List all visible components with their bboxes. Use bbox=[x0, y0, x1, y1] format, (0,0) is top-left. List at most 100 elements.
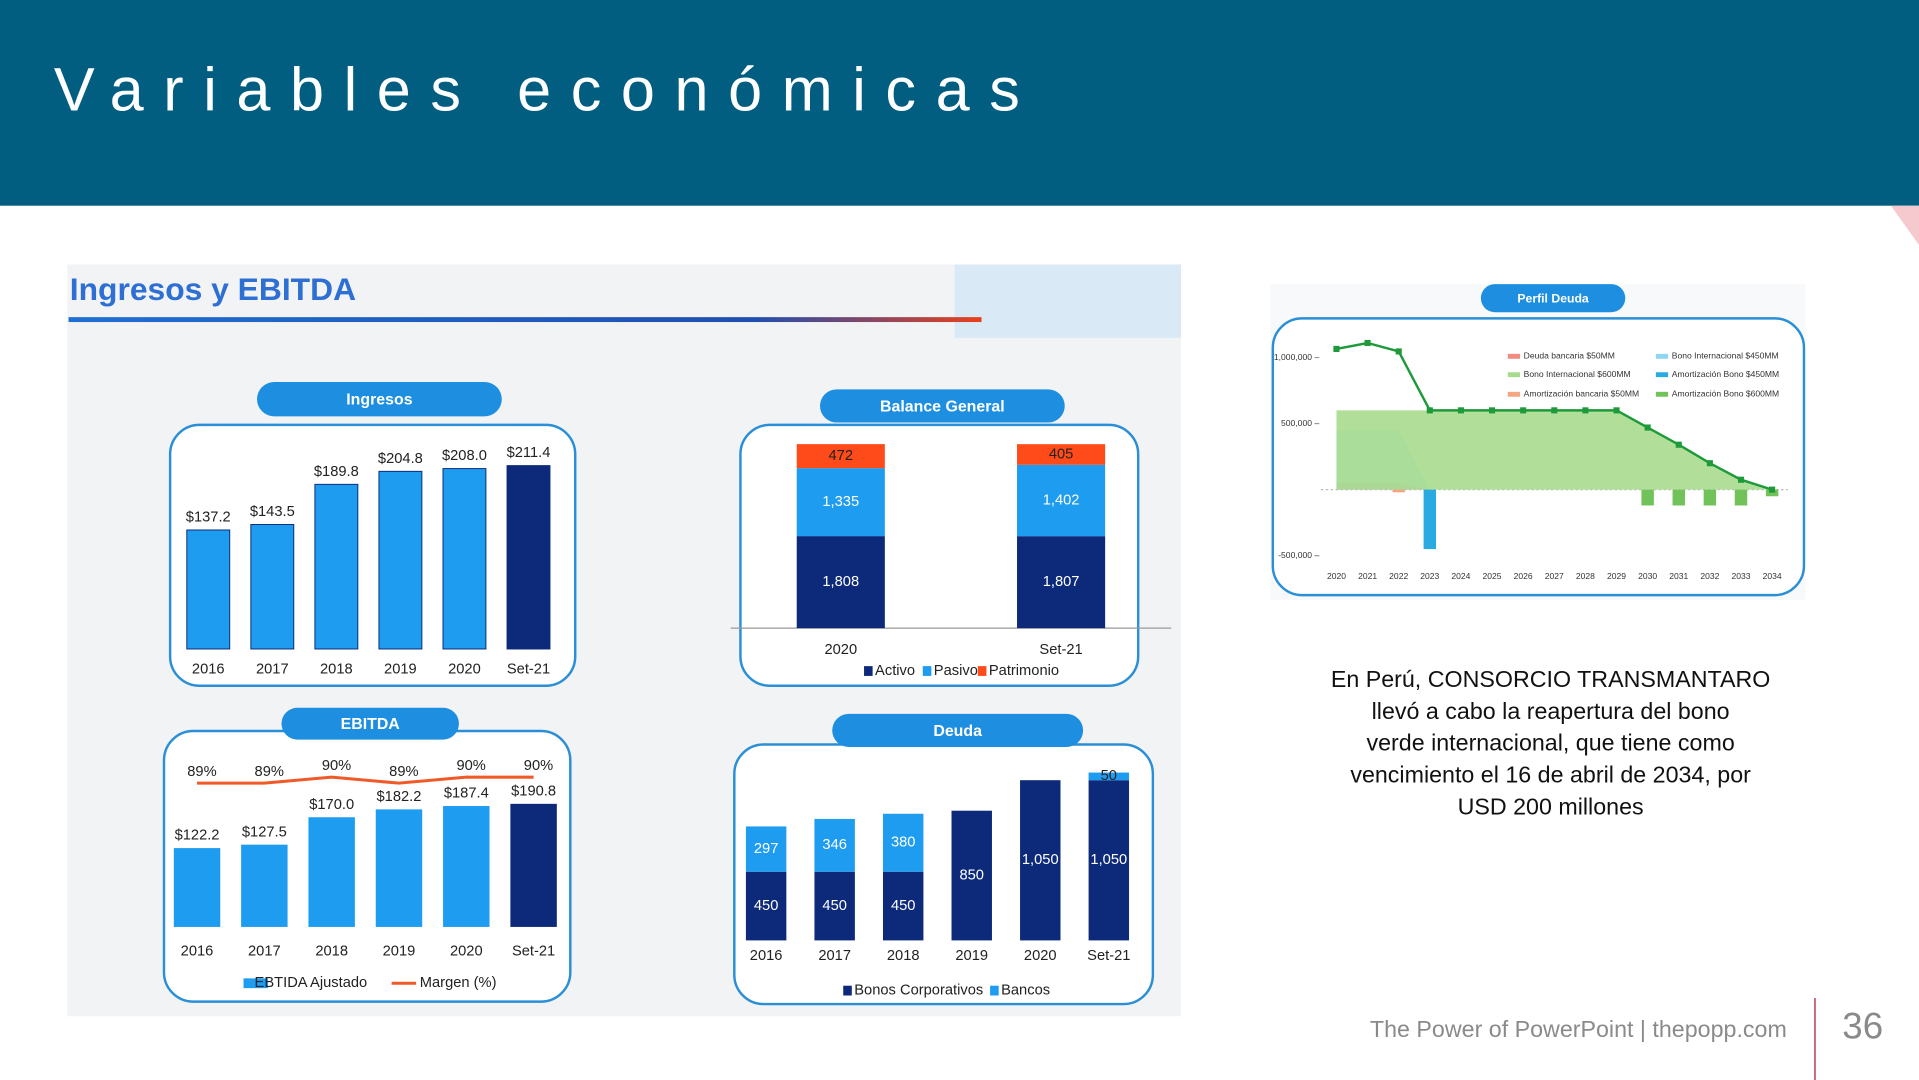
line-marker bbox=[1551, 407, 1558, 414]
legend-label: Bono Internacional $600MM bbox=[1524, 369, 1631, 379]
data-label: 90% bbox=[322, 758, 351, 774]
bar-segment bbox=[796, 536, 885, 629]
line-marker bbox=[1488, 407, 1496, 414]
data-label: 90% bbox=[524, 758, 553, 774]
bar bbox=[1765, 489, 1779, 497]
legend-swatch bbox=[1507, 372, 1521, 378]
x-tick-label: Set-21 bbox=[512, 943, 555, 959]
header-band bbox=[0, 0, 1919, 206]
legend-label: Bono Internacional $450MM bbox=[1672, 351, 1779, 361]
bar-segment bbox=[1017, 444, 1106, 465]
x-tick-label: 2029 bbox=[1607, 571, 1626, 581]
bar bbox=[506, 465, 551, 650]
bar-segment bbox=[796, 444, 885, 469]
data-label: 450 bbox=[891, 898, 916, 914]
data-label: $187.4 bbox=[444, 786, 489, 802]
x-tick-label: 2016 bbox=[192, 662, 225, 678]
legend-swatch bbox=[1655, 372, 1669, 378]
slide-title: Variables económicas bbox=[54, 55, 1040, 123]
x-tick-label: 2028 bbox=[1576, 571, 1595, 581]
data-label: 850 bbox=[959, 867, 984, 883]
description-line: vencimiento el 16 de abril de 2034, por bbox=[1350, 761, 1751, 787]
area bbox=[1336, 410, 1773, 490]
chart-pill bbox=[281, 707, 459, 740]
x-tick-label: Set-21 bbox=[1087, 948, 1130, 964]
bar-segment bbox=[814, 871, 855, 941]
data-label: 297 bbox=[754, 841, 779, 857]
line bbox=[197, 775, 534, 785]
footer-source: The Power of PowerPoint | thepopp.com bbox=[1370, 1016, 1787, 1042]
legend-label: Amortización Bono $450MM bbox=[1672, 369, 1779, 379]
bar-segment bbox=[510, 803, 557, 927]
legend-swatch bbox=[864, 666, 873, 676]
data-label: 1,335 bbox=[822, 494, 859, 510]
x-tick-label: 2018 bbox=[887, 948, 920, 964]
x-tick-label: 2030 bbox=[1638, 571, 1657, 581]
bar bbox=[1392, 489, 1405, 493]
bar-segment bbox=[796, 468, 885, 537]
section-title: Ingresos y EBITDA bbox=[70, 271, 356, 307]
bar-segment bbox=[1088, 780, 1130, 941]
legend-label: Margen (%) bbox=[420, 975, 497, 991]
line-marker bbox=[1706, 460, 1713, 467]
bar-segment bbox=[882, 871, 924, 941]
x-tick-label: 2025 bbox=[1483, 571, 1502, 581]
x-tick-label: 2019 bbox=[383, 943, 416, 959]
bar-segment bbox=[1088, 772, 1130, 781]
bar bbox=[186, 529, 231, 650]
x-tick-label: Set-21 bbox=[1039, 642, 1082, 658]
legend-swatch bbox=[922, 666, 932, 676]
watercolor bbox=[954, 264, 1182, 338]
line-marker bbox=[1364, 339, 1371, 347]
bar-segment bbox=[745, 826, 787, 872]
chart-title: Deuda bbox=[933, 723, 982, 740]
data-label: 472 bbox=[829, 448, 854, 464]
bar bbox=[378, 470, 423, 650]
chart-pill bbox=[819, 389, 1065, 423]
data-label: 1,402 bbox=[1043, 492, 1080, 508]
legend-label: Patrimonio bbox=[989, 663, 1059, 679]
data-label: $127.5 bbox=[242, 824, 287, 840]
data-label: $137.2 bbox=[186, 510, 231, 526]
bar-segment bbox=[241, 844, 288, 927]
legend-label: Activo bbox=[875, 663, 915, 679]
data-label: 450 bbox=[822, 898, 847, 914]
chart-title: Ingresos bbox=[346, 392, 412, 409]
bar bbox=[1672, 489, 1685, 506]
data-label: 1,808 bbox=[822, 574, 859, 590]
legend-label: EBTIDA Ajustado bbox=[255, 975, 368, 991]
data-label: 89% bbox=[255, 764, 284, 780]
x-tick-label: 2021 bbox=[1358, 571, 1377, 581]
x-tick-label: 2017 bbox=[248, 943, 281, 959]
x-tick-label: 2018 bbox=[315, 943, 348, 959]
x-tick-label: 2022 bbox=[1389, 571, 1408, 581]
x-tick-label: 2020 bbox=[824, 642, 857, 658]
x-tick-label: 2026 bbox=[1514, 571, 1533, 581]
x-tick-label: 2016 bbox=[181, 943, 214, 959]
bar-segment bbox=[814, 818, 855, 872]
section-underline bbox=[68, 317, 982, 323]
description-line: verde internacional, que tiene como bbox=[1366, 730, 1734, 756]
legend-swatch bbox=[990, 985, 999, 996]
data-label: 346 bbox=[822, 837, 847, 853]
legend-label: Deuda bancaria $50MM bbox=[1524, 351, 1615, 361]
data-label: $204.8 bbox=[378, 451, 423, 467]
line-marker bbox=[1520, 407, 1527, 414]
x-tick-label: 2034 bbox=[1763, 571, 1782, 581]
bar-segment bbox=[173, 848, 221, 927]
legend-swatch bbox=[1655, 391, 1669, 397]
line-marker bbox=[1675, 441, 1682, 448]
data-label: $170.0 bbox=[309, 797, 354, 813]
x-tick-label: 2031 bbox=[1669, 571, 1688, 581]
data-label: 1,050 bbox=[1090, 852, 1127, 868]
legend-label: Pasivo bbox=[934, 663, 978, 679]
bar-segment bbox=[1020, 780, 1061, 941]
x-tick-label: 2017 bbox=[256, 662, 289, 678]
data-label: $208.0 bbox=[442, 448, 487, 464]
line-marker bbox=[1333, 345, 1340, 352]
line-marker bbox=[1582, 407, 1589, 414]
x-tick-label: 2027 bbox=[1545, 571, 1564, 581]
x-tick-label: 2019 bbox=[955, 948, 988, 964]
data-label: 450 bbox=[754, 898, 779, 914]
